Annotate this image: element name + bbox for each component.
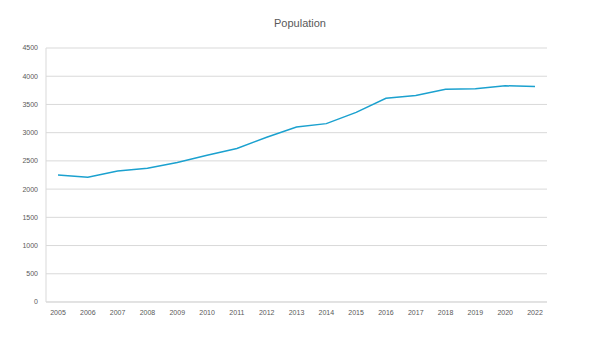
- svg-text:3500: 3500: [22, 101, 38, 108]
- svg-text:2017: 2017: [408, 309, 424, 316]
- svg-text:2500: 2500: [22, 157, 38, 164]
- svg-text:2011: 2011: [229, 309, 244, 316]
- svg-text:2020: 2020: [497, 309, 513, 316]
- svg-text:4000: 4000: [22, 73, 38, 80]
- svg-text:2005: 2005: [50, 309, 66, 316]
- svg-text:2015: 2015: [348, 309, 364, 316]
- svg-text:2014: 2014: [319, 309, 335, 316]
- svg-text:2000: 2000: [22, 186, 38, 193]
- html-text:Population: Population: [274, 17, 326, 29]
- svg-text:1500: 1500: [22, 214, 38, 221]
- svg-text:0: 0: [34, 298, 38, 305]
- svg-text:2022: 2022: [527, 309, 543, 316]
- svg-text:2008: 2008: [140, 309, 156, 316]
- svg-text:2016: 2016: [378, 309, 394, 316]
- svg-text:3000: 3000: [22, 129, 38, 136]
- svg-text:2010: 2010: [199, 309, 215, 316]
- svg-text:1000: 1000: [22, 242, 38, 249]
- svg-text:2019: 2019: [468, 309, 484, 316]
- svg-text:2018: 2018: [438, 309, 454, 316]
- svg-text:2013: 2013: [289, 309, 305, 316]
- svg-text:2007: 2007: [110, 309, 126, 316]
- svg-text:2009: 2009: [169, 309, 185, 316]
- svg-text:4500: 4500: [22, 44, 38, 51]
- svg-text:500: 500: [26, 270, 38, 277]
- svg-text:2006: 2006: [80, 309, 96, 316]
- svg-text:2012: 2012: [259, 309, 275, 316]
